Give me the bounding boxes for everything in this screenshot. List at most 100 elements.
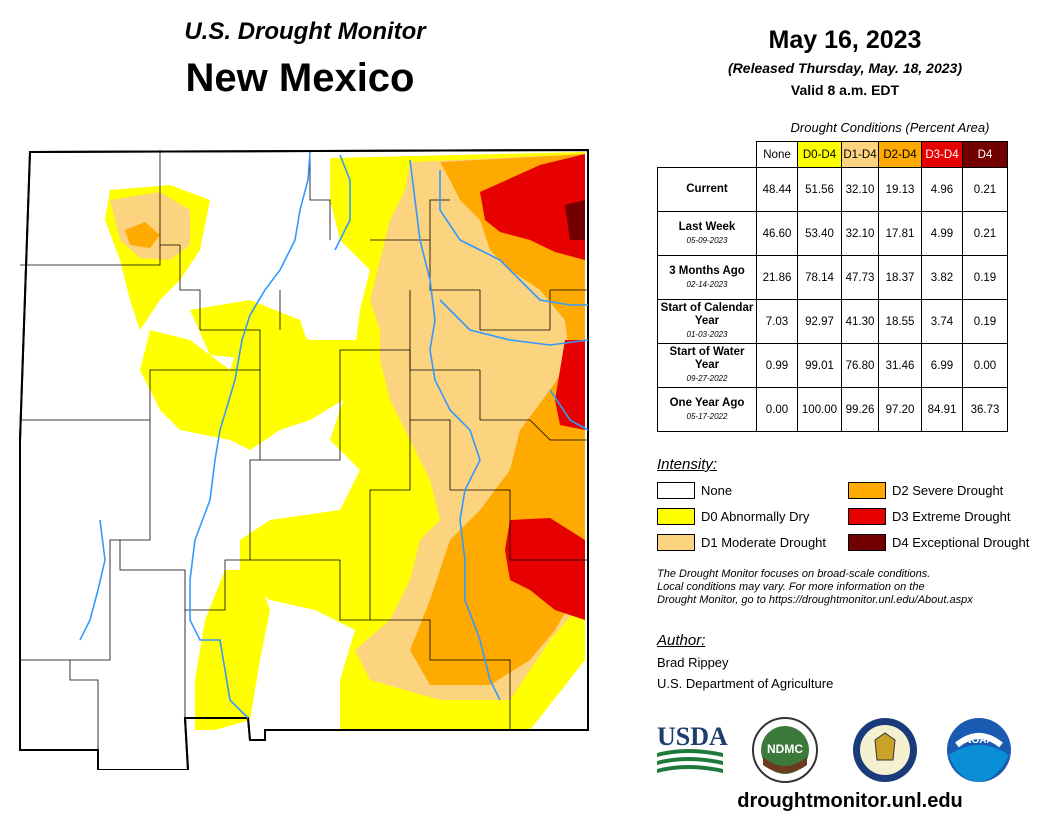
legend-heading: Intensity: bbox=[657, 456, 718, 473]
river-sw bbox=[79, 519, 106, 641]
d0-region-center bbox=[140, 320, 360, 450]
table-cell: 48.44 bbox=[756, 167, 798, 212]
table-cell: 0.19 bbox=[962, 255, 1008, 300]
table-cell: 4.99 bbox=[921, 211, 963, 256]
legend-item-d3: D3 Extreme Drought bbox=[848, 508, 1011, 525]
rio-grande bbox=[189, 151, 311, 719]
table-cell: 41.30 bbox=[841, 299, 879, 344]
noaa-logo-text: NOAA bbox=[964, 735, 993, 746]
table-cell: 99.26 bbox=[841, 387, 879, 432]
table-row: One Year Ago 05-17-2022 0.00 100.00 99.26… bbox=[657, 387, 1008, 432]
legend-label: D3 Extreme Drought bbox=[892, 509, 1011, 524]
row-label: 3 Months Ago 02-14-2023 bbox=[657, 255, 757, 300]
table-cell: 0.21 bbox=[962, 167, 1008, 212]
table-cell: 18.37 bbox=[878, 255, 922, 300]
row-label: Start of Calendar Year 01-03-2023 bbox=[657, 299, 757, 344]
d4-region bbox=[565, 200, 585, 240]
river-east bbox=[549, 389, 589, 431]
col-d2-d4: D2-D4 bbox=[878, 141, 922, 168]
col-d1-d4: D1-D4 bbox=[841, 141, 879, 168]
site-url[interactable]: droughtmonitor.unl.edu bbox=[737, 790, 963, 812]
ndmc-logo-text: NDMC bbox=[767, 742, 803, 756]
table-cell: 84.91 bbox=[921, 387, 963, 432]
legend-label: D1 Moderate Drought bbox=[701, 535, 827, 550]
legend-label: D2 Severe Drought bbox=[892, 483, 1004, 498]
ndmc-logo: NDMC bbox=[752, 717, 818, 783]
row-label-text: Last Week bbox=[678, 220, 736, 233]
table-cell: 31.46 bbox=[878, 343, 922, 388]
rivers bbox=[79, 151, 589, 719]
table-cell: 46.60 bbox=[756, 211, 798, 256]
legend-label: D0 Abnormally Dry bbox=[701, 509, 810, 524]
table-row: Start of Water Year 09-27-2022 0.99 99.01… bbox=[657, 343, 1008, 388]
note-line: Local conditions may vary. For more info… bbox=[657, 581, 925, 593]
legend-item-d1: D1 Moderate Drought bbox=[657, 534, 826, 551]
table-cell: 51.56 bbox=[797, 167, 842, 212]
table-cell: 100.00 bbox=[797, 387, 842, 432]
usda-logo-text: USDA bbox=[657, 722, 728, 751]
row-label-text: Start of Water Year bbox=[669, 346, 745, 371]
col-d0-d4: D0-D4 bbox=[797, 141, 842, 168]
table-cell: 32.10 bbox=[841, 211, 879, 256]
table-row: Start of Calendar Year 01-03-2023 7.03 92… bbox=[657, 299, 1008, 344]
legend-item-d4: D4 Exceptional Drought bbox=[848, 534, 1029, 551]
table-caption: Drought Conditions (Percent Area) bbox=[790, 120, 990, 135]
legend-swatch bbox=[848, 508, 886, 525]
table-cell: 0.19 bbox=[962, 299, 1008, 344]
legend-item-none: None bbox=[657, 482, 732, 499]
table-cell: 7.03 bbox=[756, 299, 798, 344]
table-cell: 3.82 bbox=[921, 255, 963, 300]
row-label-text: Start of Calendar Year bbox=[660, 302, 754, 327]
d3-region-southeast bbox=[505, 518, 585, 620]
d3-region-northeast bbox=[480, 154, 585, 260]
map-title: New Mexico bbox=[185, 56, 415, 100]
author-heading: Author: bbox=[657, 632, 706, 649]
table-cell: 78.14 bbox=[797, 255, 842, 300]
row-label-text: 3 Months Ago bbox=[669, 264, 745, 277]
row-label: Current bbox=[657, 167, 757, 212]
legend-label: None bbox=[701, 483, 733, 498]
usda-logo: USDA bbox=[657, 722, 728, 773]
row-date: 01-03-2023 bbox=[686, 330, 728, 339]
table-cell: 36.73 bbox=[962, 387, 1008, 432]
table-cell: 19.13 bbox=[878, 167, 922, 212]
legend-swatch bbox=[657, 534, 695, 551]
table-cell: 6.99 bbox=[921, 343, 963, 388]
author-org: U.S. Department of Agriculture bbox=[657, 676, 834, 691]
table-cell: 18.55 bbox=[878, 299, 922, 344]
table-cell: 0.99 bbox=[756, 343, 798, 388]
table-cell: 92.97 bbox=[797, 299, 842, 344]
table-cell: 3.74 bbox=[921, 299, 963, 344]
map-date: May 16, 2023 bbox=[768, 26, 922, 54]
table-cell: 53.40 bbox=[797, 211, 842, 256]
canadian-river bbox=[439, 170, 588, 306]
legend-swatch bbox=[657, 482, 695, 499]
row-label-text: One Year Ago bbox=[669, 396, 745, 409]
table-cell: 0.00 bbox=[962, 343, 1008, 388]
doc-seal-logo bbox=[853, 718, 917, 782]
d2-region-northwest bbox=[125, 222, 160, 248]
table-cell: 32.10 bbox=[841, 167, 879, 212]
table-cell: 97.20 bbox=[878, 387, 922, 432]
legend-item-d2: D2 Severe Drought bbox=[848, 482, 1003, 499]
table-corner bbox=[658, 142, 757, 168]
noaa-logo: NOAA bbox=[947, 718, 1011, 782]
table-row: Current 48.44 51.56 32.10 19.13 4.96 0.2… bbox=[657, 167, 1008, 212]
release-date: (Released Thursday, May. 18, 2023) bbox=[728, 60, 962, 76]
table-header-row: None D0-D4 D1-D4 D2-D4 D3-D4 D4 bbox=[658, 141, 1008, 168]
table-cell: 99.01 bbox=[797, 343, 842, 388]
table-cell: 76.80 bbox=[841, 343, 879, 388]
table-cell: 47.73 bbox=[841, 255, 879, 300]
col-none: None bbox=[756, 141, 798, 168]
col-d4: D4 bbox=[962, 141, 1008, 168]
author-name: Brad Rippey bbox=[657, 655, 729, 670]
river-north-branch bbox=[334, 154, 351, 251]
note-line: The Drought Monitor focuses on broad-sca… bbox=[657, 568, 931, 580]
drought-conditions-table: None D0-D4 D1-D4 D2-D4 D3-D4 D4 Current … bbox=[657, 141, 1008, 432]
drought-map bbox=[19, 148, 589, 770]
table-cell: 21.86 bbox=[756, 255, 798, 300]
table-row: Last Week 05-09-2023 46.60 53.40 32.10 17… bbox=[657, 211, 1008, 256]
row-date: 02-14-2023 bbox=[686, 279, 728, 289]
valid-time: Valid 8 a.m. EDT bbox=[790, 82, 900, 98]
legend-swatch bbox=[848, 482, 886, 499]
